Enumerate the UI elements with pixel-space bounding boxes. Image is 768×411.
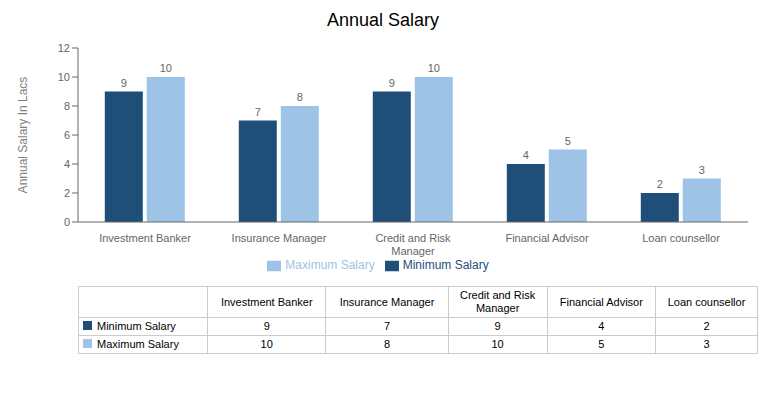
svg-text:3: 3: [699, 164, 705, 176]
html-text:Loan counsellor: Loan counsellor: [667, 295, 746, 308]
svg-text:9: 9: [121, 77, 127, 89]
svg-text:8: 8: [64, 100, 70, 112]
svg-text:Investment Banker: Investment Banker: [99, 232, 191, 244]
svg-text:7: 7: [255, 106, 261, 118]
html-text:2: 2: [703, 320, 710, 332]
svg-text:8: 8: [297, 91, 303, 103]
html-text:10: 10: [491, 338, 504, 350]
html-text:Annual Salary: Annual Salary: [327, 10, 439, 30]
svg-text:10: 10: [58, 71, 70, 83]
html-text:9: 9: [263, 320, 270, 332]
html-text:5: 5: [598, 338, 605, 350]
html-text:Maximum Salary: Maximum Salary: [285, 258, 375, 272]
html-text:Maximum Salary: Maximum Salary: [97, 338, 179, 350]
svg-text:10: 10: [428, 62, 440, 74]
html-text:Investment Banker: Investment Banker: [220, 295, 313, 308]
html-text:9: 9: [494, 320, 501, 332]
html-text:Minimum Salary: Minimum Salary: [402, 258, 489, 272]
svg-text:Loan counsellor: Loan counsellor: [642, 232, 720, 244]
svg-text:4: 4: [64, 158, 70, 170]
svg-text:0: 0: [64, 216, 70, 228]
svg-text:Annual Salary In Lacs: Annual Salary In Lacs: [16, 77, 30, 194]
html-text:Credit and Risk Manager: Credit and Risk Manager: [460, 289, 536, 314]
svg-text:2: 2: [64, 187, 70, 199]
html-text:Minimum Salary: Minimum Salary: [97, 320, 176, 332]
svg-text:Insurance Manager: Insurance Manager: [232, 232, 327, 244]
html-text:10: 10: [260, 338, 273, 350]
svg-text:9: 9: [389, 77, 395, 89]
svg-text:Financial Advisor: Financial Advisor: [505, 232, 588, 244]
html-text:3: 3: [703, 338, 710, 350]
svg-text:12: 12: [58, 42, 70, 54]
svg-text:4: 4: [523, 149, 529, 161]
svg-text:10: 10: [160, 62, 172, 74]
html-text:8: 8: [384, 338, 391, 350]
svg-text:6: 6: [64, 129, 70, 141]
html-text:Insurance Manager: Insurance Manager: [339, 295, 435, 308]
html-text:4: 4: [598, 320, 605, 332]
html-text:7: 7: [384, 320, 391, 332]
svg-text:5: 5: [565, 135, 571, 147]
html-text:Financial Advisor: Financial Advisor: [559, 295, 643, 308]
svg-text:Credit and RiskManager: Credit and RiskManager: [375, 232, 451, 257]
svg-text:2: 2: [657, 178, 663, 190]
